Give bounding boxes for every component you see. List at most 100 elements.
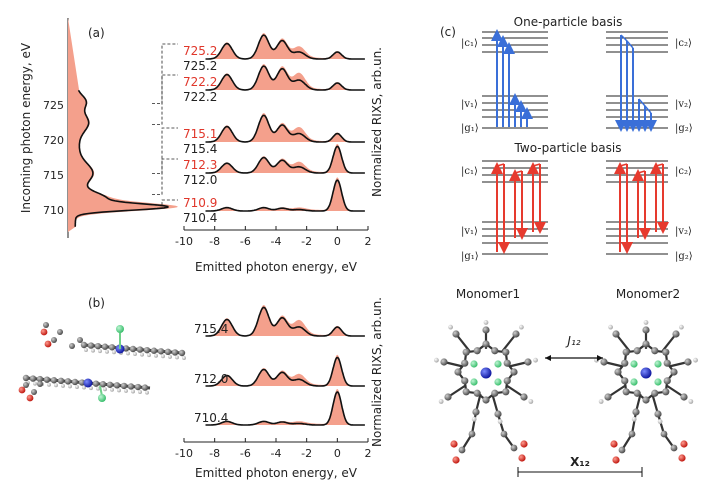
energy-label-exp: 725.2 <box>183 44 217 58</box>
carbon-atom <box>520 393 528 401</box>
carbon-atom <box>71 378 79 386</box>
monomer2-label: Monomer2 <box>616 287 680 301</box>
carbon-atom <box>494 410 502 418</box>
x-tick-label: -4 <box>271 235 282 248</box>
hydrogen-atom <box>105 349 109 354</box>
carbon-atom <box>622 348 630 356</box>
hydrogen-atom <box>519 324 524 330</box>
carbon-atom <box>672 330 680 338</box>
carbon-atom <box>462 388 470 396</box>
oxygen-atom <box>612 456 620 464</box>
carbon-atom <box>136 346 144 353</box>
energy-connector <box>152 43 178 104</box>
carbon-atom <box>670 368 678 376</box>
rixs-a-exp-fill <box>205 143 365 173</box>
carbon-atom <box>684 358 692 366</box>
energy-label-theory: 722.2 <box>183 90 217 104</box>
rixs-b-exp-fill <box>205 389 365 425</box>
carbon-atom <box>43 322 49 328</box>
arrow-link <box>532 163 541 167</box>
oxygen-atom <box>680 440 688 448</box>
rixs-spectra-a <box>205 33 365 212</box>
carbon-atom <box>651 347 659 355</box>
level-label-g2: |g₂⟩ <box>675 251 693 262</box>
carbon-atom <box>503 359 511 367</box>
carbon-atom <box>178 349 186 357</box>
level-label-g2: |g₂⟩ <box>675 123 693 134</box>
x-tick-label: 2 <box>365 447 372 460</box>
carbon-atom <box>642 340 650 348</box>
carbon-atom <box>462 348 470 356</box>
x-tick-label: -10 <box>175 447 193 460</box>
nitrogen-atom <box>654 378 662 386</box>
arrow-link <box>620 34 634 49</box>
hydrogen-atom <box>631 416 637 422</box>
axial-atom <box>116 325 124 333</box>
hydrogen-atom <box>68 384 72 389</box>
hydrogen-atom <box>657 419 663 424</box>
carbon-atom <box>36 375 44 383</box>
panel-b-label: (b) <box>88 296 105 310</box>
carbon-atom <box>444 393 452 401</box>
carbon-atom <box>461 359 469 367</box>
carbon-atom <box>134 383 142 391</box>
energy-label-b: 715.4 <box>194 322 228 336</box>
level-label-c2: |c₂⟩ <box>675 166 692 177</box>
absorption-y-label: Incoming photon energy, eV <box>19 42 33 213</box>
hydrogen-atom <box>33 381 37 386</box>
level-label-v1: |v₁⟩ <box>461 99 478 110</box>
hydrogen-atom <box>138 390 142 395</box>
x-tick-label: -8 <box>209 447 220 460</box>
energy-label-theory: 725.2 <box>183 59 217 73</box>
nitrogen-atom <box>630 378 638 386</box>
oxygen-atom <box>18 386 26 394</box>
bond <box>501 333 517 352</box>
hydrogen-atom <box>61 383 65 388</box>
hydrogen-atom <box>140 352 144 357</box>
rixs-a-theory-line <box>205 114 365 143</box>
carbon-atom <box>94 342 102 350</box>
level-label-g1: |g₁⟩ <box>461 251 479 262</box>
rixs-y-label-a: Normalized RIXS, arb.un. <box>370 47 384 197</box>
hydrogen-atom <box>693 357 698 363</box>
hydrogen-atom <box>110 387 114 392</box>
carbon-atom <box>642 396 650 404</box>
carbon-atom <box>101 343 109 350</box>
rixs-a-theory-line <box>205 34 365 60</box>
arrow-link <box>514 170 523 174</box>
arrow-link <box>655 163 664 167</box>
carbon-atom <box>662 388 670 396</box>
oxygen-atom <box>26 394 34 402</box>
x-tick-label: -10 <box>175 235 193 248</box>
carbon-atom <box>157 348 165 355</box>
carbon-atom <box>129 345 137 353</box>
carbon-atom <box>632 408 640 416</box>
carbon-atom <box>461 377 469 385</box>
energy-label-exp: 712.3 <box>183 158 217 172</box>
carbon-atom <box>141 384 149 391</box>
x-tick-label: 0 <box>334 235 341 248</box>
hydrogen-atom <box>96 386 100 391</box>
carbon-atom <box>628 430 636 438</box>
hydrogen-atom <box>688 399 694 404</box>
level-label-g1: |g₁⟩ <box>461 123 479 134</box>
rixs-energy-labels-b: 715.4 712.0 710.4 <box>194 322 228 425</box>
nitrogen-atom <box>470 360 478 368</box>
arrow-link <box>514 98 528 114</box>
carbon-atom <box>642 326 650 334</box>
hydrogen-atom <box>84 348 88 352</box>
rixs-a-exp-fill <box>205 177 365 211</box>
coupling-arrowheads <box>545 355 603 361</box>
energy-connectors <box>152 43 178 206</box>
two-particle-title: Two-particle basis <box>514 141 622 155</box>
carbon-atom <box>29 375 37 382</box>
rixs-b-exp-fill <box>205 354 365 386</box>
hydrogen-atom <box>175 355 179 360</box>
energy-connector <box>152 127 178 174</box>
carbon-atom <box>143 346 151 354</box>
carbon-atom <box>77 337 83 343</box>
hydrogen-atom <box>598 399 604 404</box>
carbon-atom <box>500 430 508 438</box>
rixs-x-ticks-b: -10 -8 -6 -4 -2 0 2 <box>175 438 372 460</box>
